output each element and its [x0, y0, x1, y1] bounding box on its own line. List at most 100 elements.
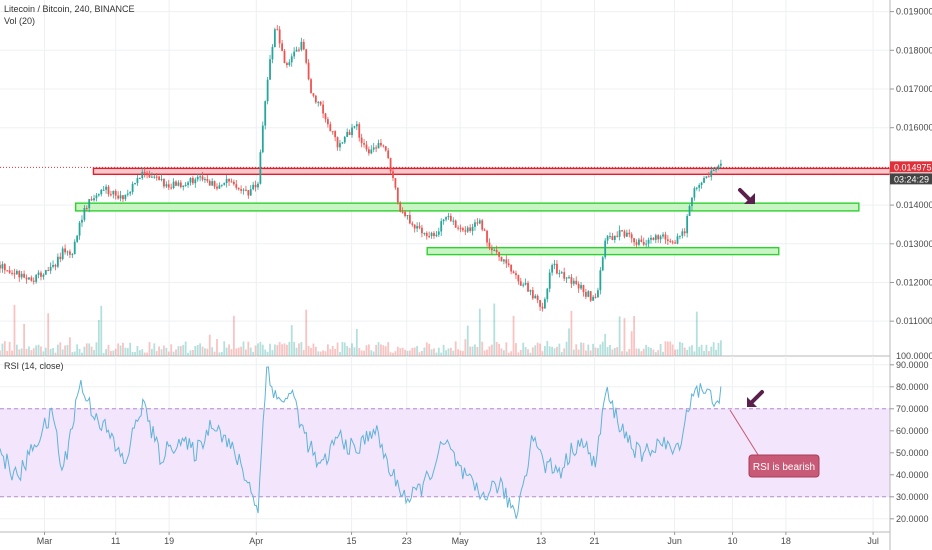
volume-bar — [582, 342, 585, 356]
candle-body — [452, 220, 455, 222]
candle-body — [264, 101, 267, 126]
candle-body — [52, 264, 54, 267]
volume-bar — [78, 348, 81, 356]
candle-body — [122, 195, 124, 200]
time-label: 21 — [590, 536, 600, 546]
volume-bar — [334, 349, 337, 356]
candle-body — [553, 263, 556, 266]
candle-body — [430, 232, 433, 237]
volume-bar — [575, 344, 578, 356]
volume-bar — [597, 348, 599, 356]
volume-bar — [543, 346, 546, 356]
volume-bar — [454, 341, 457, 356]
volume-bar — [572, 349, 575, 356]
volume-bar — [150, 349, 153, 356]
volume-bar — [594, 347, 597, 356]
candle-body — [628, 232, 631, 235]
volume-bar — [90, 346, 93, 356]
candle-body — [177, 182, 180, 186]
volume-bar — [553, 348, 556, 356]
candle-body — [705, 176, 708, 178]
volume-bar — [264, 349, 267, 356]
volume-bar — [693, 351, 696, 356]
price-tick-label: 0.014000 — [896, 200, 932, 210]
volume-bar — [59, 342, 62, 356]
volume-bar — [577, 349, 580, 356]
volume-bar — [20, 348, 23, 356]
volume-bar — [138, 350, 141, 356]
volume-bar — [204, 348, 206, 356]
volume-bar — [261, 344, 264, 356]
candle-body — [500, 256, 503, 262]
volume-bar — [237, 347, 240, 356]
volume-bar — [37, 344, 40, 356]
candle-body — [35, 274, 38, 282]
main-pane-background — [0, 0, 890, 356]
volume-bar — [715, 349, 717, 356]
candle-body — [223, 183, 226, 185]
candle-body — [317, 101, 320, 103]
volume-bar — [654, 352, 657, 356]
candle-body — [681, 231, 684, 236]
rsi-title: RSI (14, close) — [4, 361, 64, 371]
candle-body — [531, 290, 534, 299]
candle-body — [633, 238, 636, 243]
price-tick-label: 0.012000 — [896, 277, 932, 287]
rsi-pane[interactable]: RSI (14, close) RSI is bearish — [0, 356, 890, 532]
candle-body — [413, 224, 416, 229]
candle-body — [510, 264, 513, 272]
volume-bar — [257, 343, 259, 356]
candle-body — [486, 230, 488, 243]
main-pane[interactable]: Litecoin / Bitcoin, 240, BINANCE Vol (20… — [0, 0, 891, 356]
volume-bar — [187, 352, 189, 356]
volume-bar — [269, 343, 271, 356]
candle-body — [423, 232, 426, 234]
candle-body — [54, 264, 57, 267]
volume-bar — [177, 346, 180, 356]
candle-body — [298, 49, 300, 51]
candle-body — [560, 272, 563, 274]
volume-bar — [83, 346, 86, 356]
candle-body — [93, 198, 95, 201]
candle-body — [370, 149, 373, 154]
candle-body — [611, 236, 614, 240]
volume-bar — [97, 319, 100, 356]
rsi-callout: RSI is bearish — [729, 409, 820, 478]
candle-body — [630, 234, 633, 239]
volume-bar — [259, 341, 262, 356]
volume-bar — [440, 352, 443, 356]
candle-body — [213, 181, 216, 187]
volume-bar — [25, 348, 28, 356]
candle-body — [638, 239, 640, 245]
volume-bar — [616, 347, 619, 356]
volume-bar — [240, 346, 243, 356]
time-label: 13 — [536, 536, 546, 546]
volume-bar — [273, 344, 276, 356]
volume-bar — [288, 341, 291, 356]
volume-bar — [8, 341, 11, 356]
volume-bar — [613, 348, 616, 356]
volume-bar — [452, 350, 455, 356]
volume-bar — [319, 351, 322, 356]
volume-bar — [218, 352, 221, 356]
price-scale[interactable]: 0.019000 0.018000 0.017000 0.016000 0.014000… — [889, 0, 932, 550]
candle-body — [396, 187, 399, 203]
volume-bar — [507, 352, 510, 356]
volume-bar — [695, 311, 698, 356]
volume-bar — [61, 349, 64, 356]
candle-body — [11, 272, 13, 274]
volume-bar — [375, 344, 378, 356]
candle-body — [293, 51, 296, 57]
candle-body — [83, 208, 86, 220]
volume-bar — [474, 344, 476, 356]
volume-bar — [348, 347, 351, 356]
volume-bar — [18, 349, 21, 356]
candle-body — [119, 195, 122, 199]
volume-bar — [669, 341, 672, 356]
volume-bar — [110, 350, 112, 356]
candle-body — [107, 186, 110, 195]
time-axis[interactable]: Mar 11 19 Apr 15 23 May 13 21 Jun 10 18 Jul — [0, 531, 890, 546]
candle-body — [401, 211, 404, 213]
volume-bar — [536, 342, 539, 356]
